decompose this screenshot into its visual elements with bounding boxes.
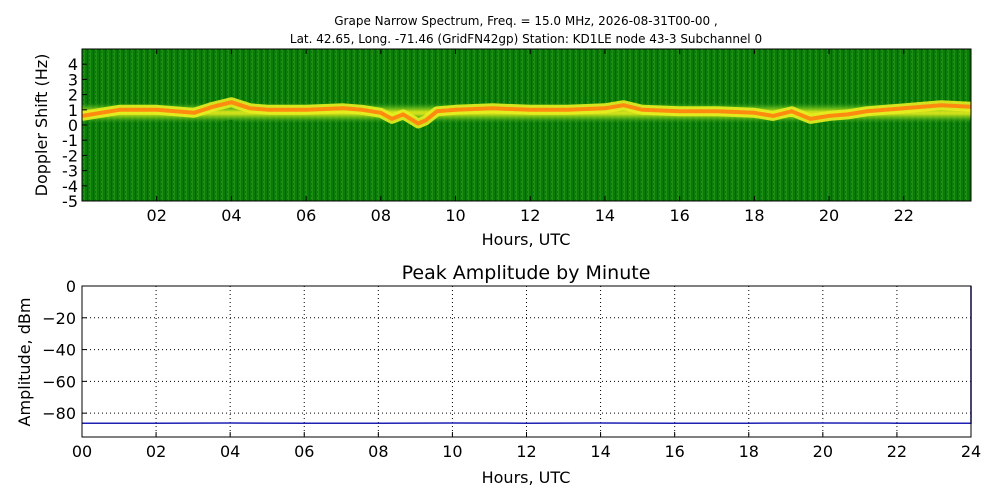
spectrogram-x-tick-label: 08 [371, 206, 391, 225]
amplitude-plot-area [82, 286, 971, 437]
spectrogram-x-ticks: 02 04 06 08 10 12 14 16 18 20 22 [147, 49, 914, 225]
amplitude-grid [82, 286, 971, 437]
amplitude-x-tick-label: 24 [961, 442, 981, 461]
amplitude-x-tick-label: 18 [739, 442, 759, 461]
amplitude-x-label: Hours, UTC [482, 468, 571, 487]
spectrogram-y-tick-label: -4 [62, 177, 78, 196]
amplitude-x-tick-label: 02 [146, 442, 166, 461]
amplitude-x-tick-label: 16 [664, 442, 684, 461]
spectrogram-x-tick-label: 04 [221, 206, 241, 225]
amplitude-y-tick-label: 0 [66, 277, 76, 296]
amplitude-x-ticks: 00 02 04 06 08 10 12 14 16 18 20 22 24 [72, 432, 981, 461]
amplitude-y-tick-label: −60 [42, 372, 76, 391]
spectrogram-x-tick-label: 02 [147, 206, 167, 225]
spectrogram-subtitle: Lat. 42.65, Long. -71.46 (GridFN42gp) St… [290, 32, 762, 46]
spectrogram-y-tick-label: -1 [62, 131, 78, 150]
amplitude-y-label: Amplitude, dBm [15, 298, 34, 427]
amplitude-y-tick-label: −20 [42, 309, 76, 328]
spectrogram-y-tick-label: -3 [62, 162, 78, 181]
spectrogram-chart: Grape Narrow Spectrum, Freq. = 15.0 MHz,… [32, 14, 972, 249]
amplitude-x-tick-label: 20 [813, 442, 833, 461]
spectrogram-title: Grape Narrow Spectrum, Freq. = 15.0 MHz,… [334, 14, 717, 28]
spectrogram-x-label: Hours, UTC [482, 230, 571, 249]
spectrogram-y-tick-label: 4 [68, 55, 78, 74]
spectrogram-x-tick-label: 20 [819, 206, 839, 225]
amplitude-y-tick-label: −40 [42, 341, 76, 360]
amplitude-title: Peak Amplitude by Minute [402, 262, 651, 284]
amplitude-x-tick-label: 04 [220, 442, 240, 461]
spectrogram-x-tick-label: 06 [296, 206, 316, 225]
amplitude-x-tick-label: 12 [516, 442, 536, 461]
spectrogram-x-tick-label: 18 [744, 206, 764, 225]
amplitude-x-tick-label: 10 [442, 442, 462, 461]
spectrogram-y-tick-label: 0 [68, 116, 78, 135]
spectrogram-y-tick-label: 2 [68, 86, 78, 105]
spectrogram-x-tick-label: 10 [445, 206, 465, 225]
amplitude-series [82, 286, 972, 424]
spectrogram-y-tick-label: 1 [68, 101, 78, 120]
amplitude-x-tick-label: 08 [368, 442, 388, 461]
spectrogram-y-tick-label: -5 [62, 192, 78, 211]
spectrogram-x-tick-label: 16 [669, 206, 689, 225]
spectrogram-y-tick-label: -2 [62, 146, 78, 165]
spectrogram-x-tick-label: 12 [520, 206, 540, 225]
spectrogram-x-tick-label: 14 [595, 206, 615, 225]
amplitude-x-tick-label: 14 [590, 442, 610, 461]
spectrogram-y-label: Doppler Shift (Hz) [32, 54, 51, 197]
doppler-peak-trace [82, 100, 971, 126]
spectrogram-y-tick-label: 3 [68, 70, 78, 89]
amplitude-x-tick-label: 00 [72, 442, 92, 461]
spectrogram-x-tick-label: 22 [894, 206, 914, 225]
amplitude-y-ticks: 0 −20 −40 −60 −80 [42, 277, 87, 423]
amplitude-series-line [82, 286, 972, 424]
amplitude-y-tick-label: −80 [42, 404, 76, 423]
amplitude-chart: Peak Amplitude by Minute 00 02 04 06 08 10 12 1… [15, 262, 981, 487]
amplitude-x-tick-label: 22 [887, 442, 907, 461]
amplitude-x-tick-label: 06 [294, 442, 314, 461]
